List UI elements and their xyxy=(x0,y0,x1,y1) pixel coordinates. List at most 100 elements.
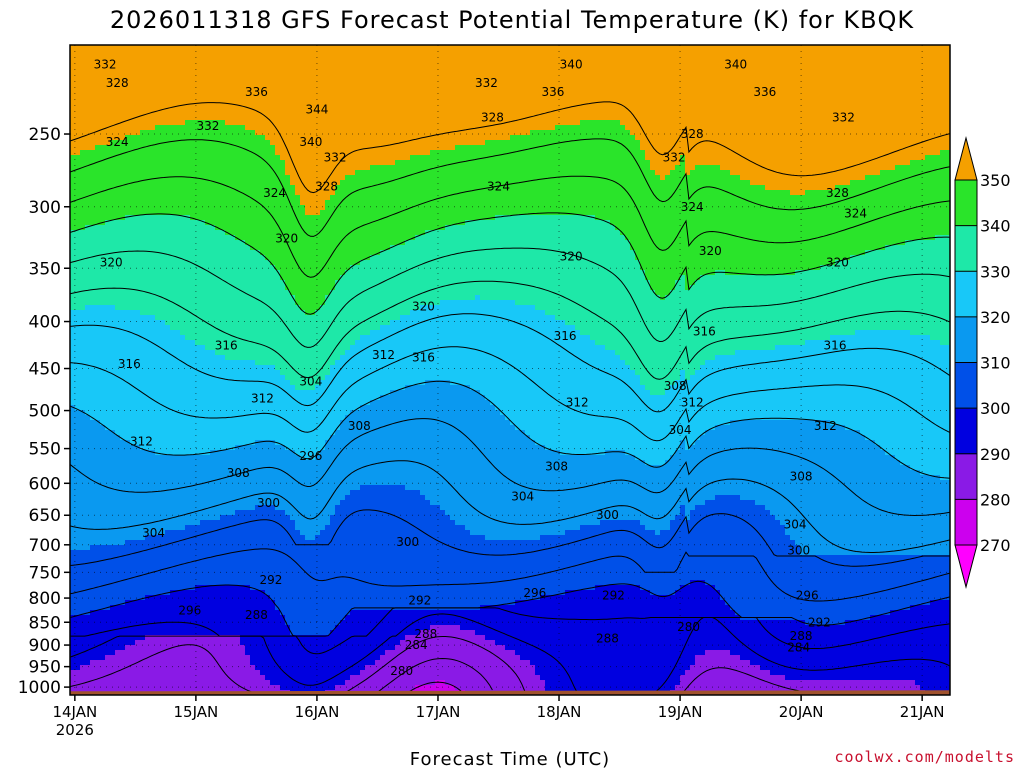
contour-label: 320 xyxy=(100,256,123,270)
contour-label: 308 xyxy=(790,470,813,484)
contour-label: 336 xyxy=(753,85,776,99)
y-tick-label: 700 xyxy=(29,536,61,556)
contour-label: 284 xyxy=(787,640,810,654)
y-axis: 2503003504004505005506006507007508008509… xyxy=(18,125,70,698)
contour-label: 332 xyxy=(663,150,686,164)
y-tick-label: 600 xyxy=(29,474,61,494)
contour-label: 312 xyxy=(251,391,274,405)
contour-label: 328 xyxy=(315,179,338,193)
colorbar-label: 290 xyxy=(980,445,1011,464)
x-axis-label: Forecast Time (UTC) xyxy=(410,749,610,768)
x-tick-label: 19JAN xyxy=(658,703,703,721)
contour-label: 340 xyxy=(560,57,583,71)
y-tick-label: 350 xyxy=(29,259,61,279)
contour-label: 320 xyxy=(826,256,849,270)
y-tick-label: 1000 xyxy=(18,678,61,698)
contour-label: 316 xyxy=(412,351,435,365)
y-tick-label: 300 xyxy=(29,198,61,218)
contour-label: 308 xyxy=(227,466,250,480)
contour-label: 292 xyxy=(408,594,431,608)
contour-label: 304 xyxy=(142,526,165,540)
contour-label: 292 xyxy=(259,573,282,587)
contour-label: 344 xyxy=(305,102,328,116)
contour-label: 304 xyxy=(784,517,807,531)
contour-label: 324 xyxy=(106,135,129,149)
contour-label: 324 xyxy=(681,200,704,214)
contour-label: 324 xyxy=(487,179,510,193)
colorbar-label: 330 xyxy=(980,262,1011,281)
contour-label: 332 xyxy=(324,150,347,164)
x-tick-label: 14JAN xyxy=(52,703,97,721)
y-tick-label: 250 xyxy=(29,125,61,145)
colorbar-segment xyxy=(955,408,977,454)
colorbar-label: 350 xyxy=(980,171,1011,190)
contour-label: 324 xyxy=(844,206,867,220)
contour-label: 332 xyxy=(197,119,220,133)
y-tick-label: 400 xyxy=(29,313,61,333)
colorbar-segment xyxy=(955,317,977,363)
colorbar-min-extension xyxy=(955,545,977,587)
y-tick-label: 950 xyxy=(29,658,61,678)
contour-label: 316 xyxy=(693,324,716,338)
contour-label: 316 xyxy=(824,339,847,353)
colorbar-segment xyxy=(955,363,977,409)
y-tick-label: 800 xyxy=(29,589,61,609)
x-tick-label: 16JAN xyxy=(295,703,340,721)
contour-label: 336 xyxy=(542,85,565,99)
contour-label: 300 xyxy=(257,496,280,510)
contour-label: 312 xyxy=(130,434,153,448)
contour-label: 304 xyxy=(511,489,534,503)
colorbar-label: 310 xyxy=(980,354,1011,373)
contour-label: 320 xyxy=(560,250,583,264)
contour-label: 296 xyxy=(796,589,819,603)
contour-label: 296 xyxy=(523,586,546,600)
x-tick-label: 20JAN xyxy=(779,703,824,721)
y-tick-label: 900 xyxy=(29,636,61,656)
contour-label: 320 xyxy=(275,232,298,246)
contour-label: 324 xyxy=(263,186,286,200)
x-tick-label: 15JAN xyxy=(174,703,219,721)
chart-title: 2026011318 GFS Forecast Potential Temper… xyxy=(110,6,915,34)
contour-label: 300 xyxy=(596,508,619,522)
contour-label: 288 xyxy=(245,608,268,622)
contour-label: 328 xyxy=(826,186,849,200)
contour-label: 292 xyxy=(808,615,831,629)
contour-label: 296 xyxy=(178,603,201,617)
y-tick-label: 750 xyxy=(29,563,61,583)
colorbar-label: 340 xyxy=(980,217,1011,236)
contour-label: 312 xyxy=(566,396,589,410)
contour-label: 288 xyxy=(596,631,619,645)
contour-label: 280 xyxy=(677,620,700,634)
colorbar-segment xyxy=(955,180,977,226)
contour-label: 312 xyxy=(681,396,704,410)
x-tick-label: 21JAN xyxy=(900,703,945,721)
x-tick-label: 18JAN xyxy=(537,703,582,721)
contour-label: 340 xyxy=(299,135,322,149)
contour-label: 336 xyxy=(245,85,268,99)
colorbar-label: 300 xyxy=(980,399,1011,418)
contour-label: 312 xyxy=(372,348,395,362)
contour-label: 280 xyxy=(390,664,413,678)
contour-label: 300 xyxy=(396,535,419,549)
colorbar-label: 280 xyxy=(980,490,1011,509)
contour-label: 320 xyxy=(412,299,435,313)
contour-label: 308 xyxy=(545,459,568,473)
contour-label: 328 xyxy=(106,76,129,90)
contour-label: 328 xyxy=(681,127,704,141)
colorbar-segment xyxy=(955,499,977,545)
colorbar-segment xyxy=(955,271,977,317)
x-tick-year: 2026 xyxy=(56,721,94,739)
y-tick-label: 550 xyxy=(29,440,61,460)
y-tick-label: 500 xyxy=(29,402,61,422)
y-tick-label: 650 xyxy=(29,506,61,526)
contour-label: 296 xyxy=(299,449,322,463)
colorbar-label: 320 xyxy=(980,308,1011,327)
colorbar-max-extension xyxy=(955,138,977,180)
contour-label: 304 xyxy=(669,423,692,437)
contour-label: 316 xyxy=(554,329,577,343)
contour-label: 308 xyxy=(664,379,687,393)
contour-label: 316 xyxy=(118,357,141,371)
contour-label: 284 xyxy=(405,638,428,652)
